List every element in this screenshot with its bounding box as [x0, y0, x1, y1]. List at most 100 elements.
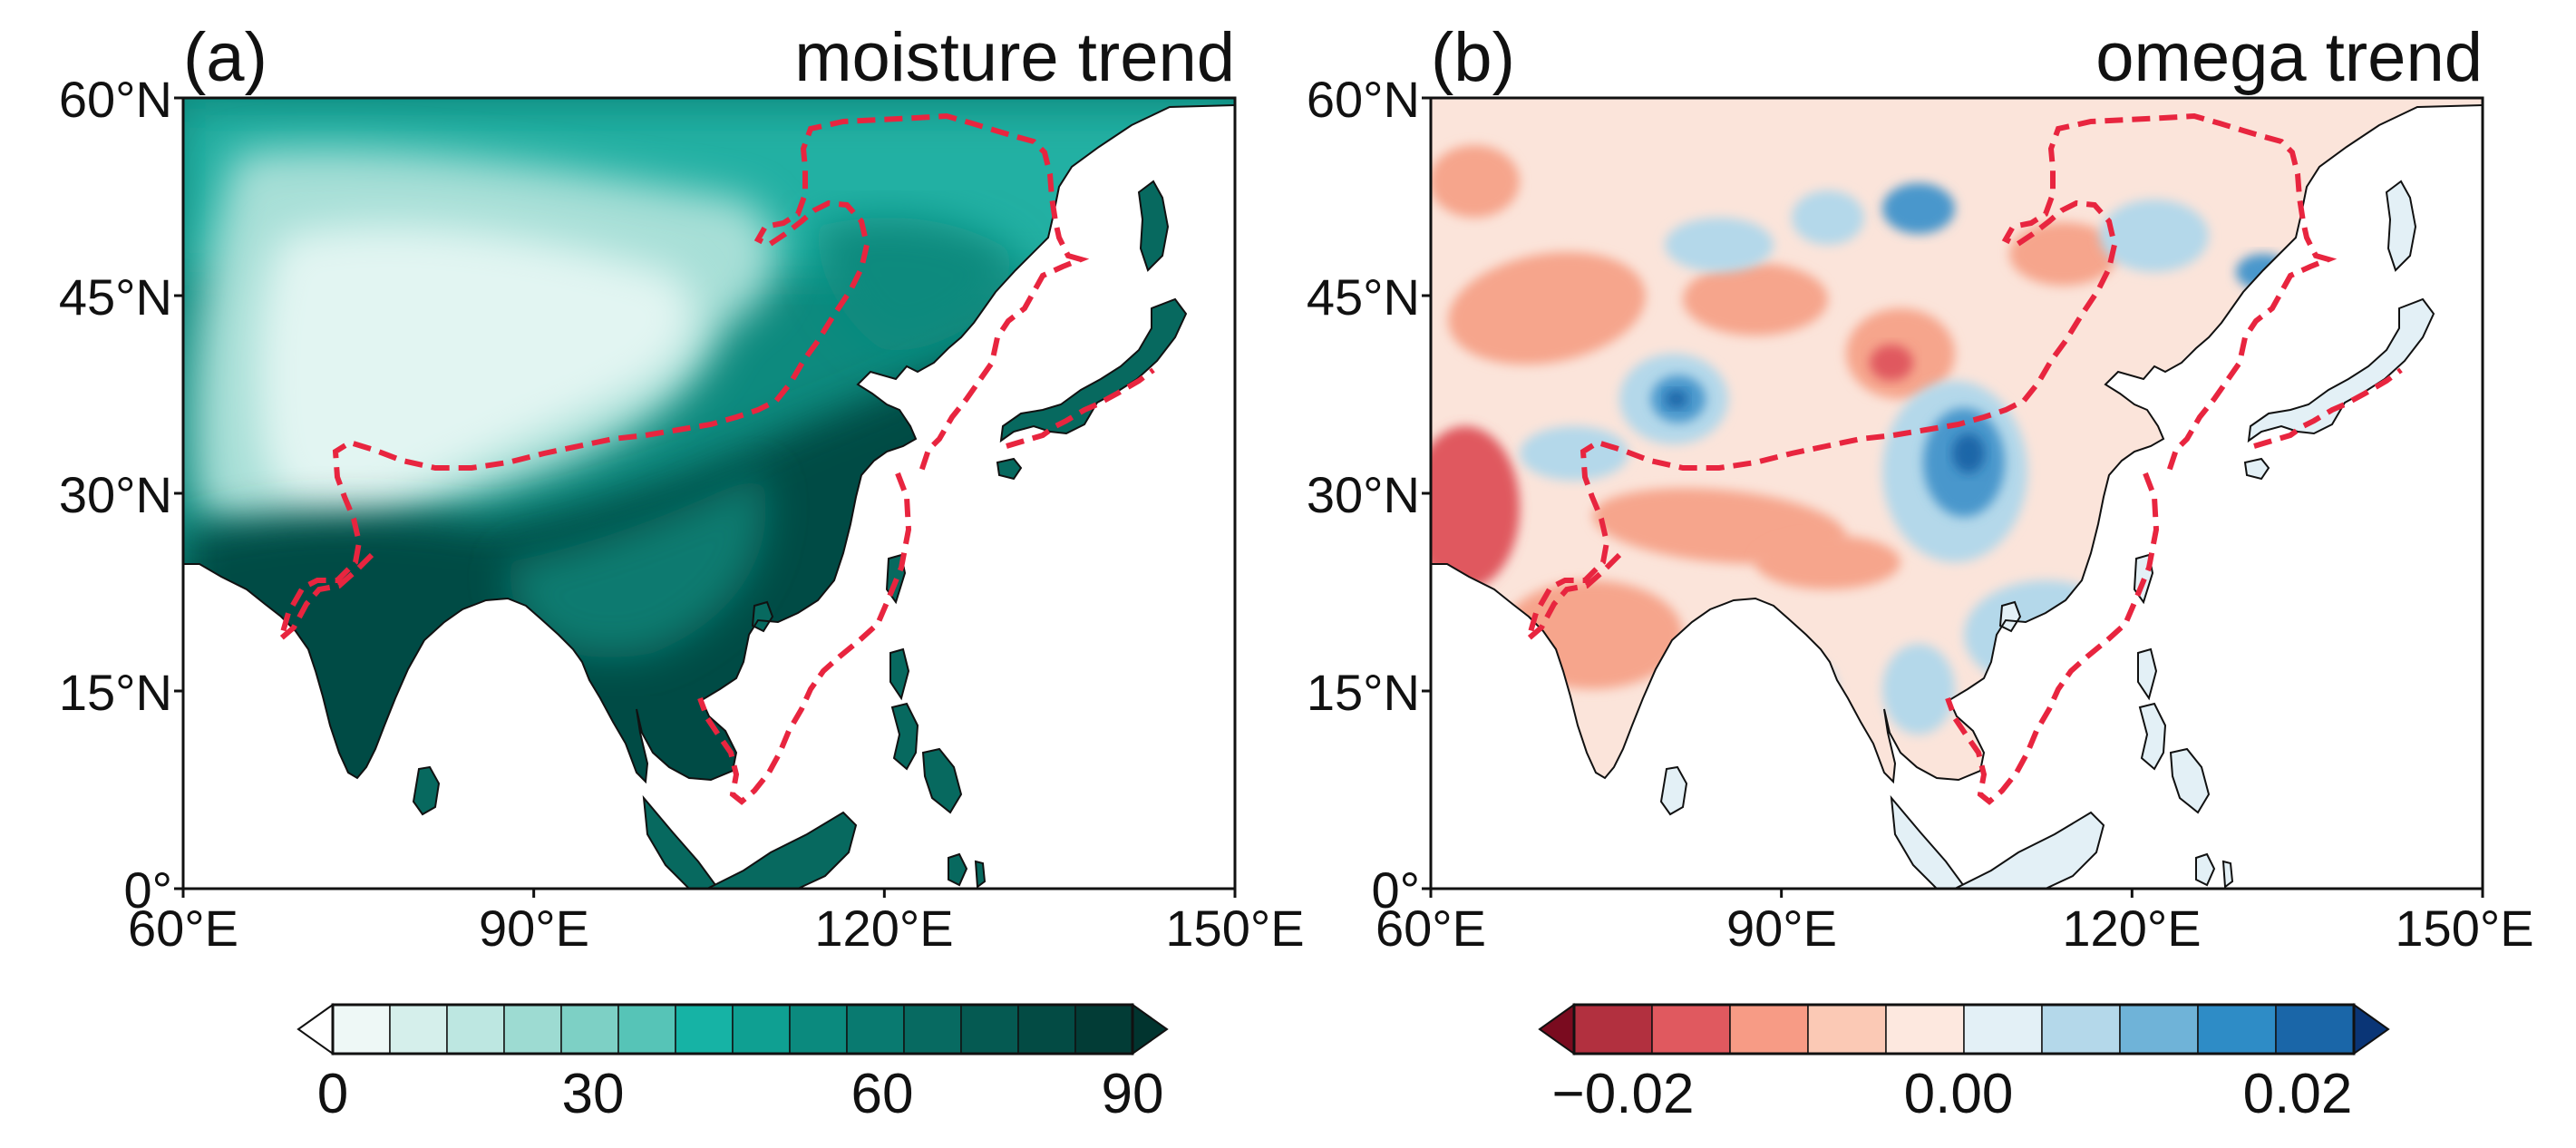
contour-region	[2236, 254, 2290, 290]
axis-ticks	[1422, 96, 2484, 898]
colorbar-level	[1074, 1004, 1133, 1055]
contour-region	[1431, 426, 1520, 589]
colorbar-level	[960, 1004, 1019, 1055]
colorbar-tick: 90	[1101, 1063, 1164, 1125]
contour-region	[1448, 251, 1646, 365]
colorbar-level	[2275, 1004, 2355, 1055]
contour-region	[1683, 263, 1828, 336]
x-tick: 150°E	[1165, 900, 1305, 957]
colorbar-level	[1963, 1004, 2043, 1055]
island	[751, 600, 774, 633]
colorbar-level	[2041, 1004, 2121, 1055]
tibetan-plateau-boundary	[1523, 112, 2403, 805]
colorbar-level	[903, 1004, 962, 1055]
contour-region	[1746, 653, 1837, 725]
island	[2385, 180, 2417, 272]
colorbar-tick: 0.02	[2242, 1063, 2353, 1125]
island	[974, 860, 987, 889]
y-tick: 45°N	[58, 268, 172, 326]
y-tick: 15°N	[1306, 664, 1420, 721]
contour-region	[1882, 644, 1955, 735]
island	[1659, 765, 1688, 816]
y-tick: 30°N	[1306, 466, 1420, 523]
island	[2247, 297, 2435, 443]
colorbar-tick: 30	[561, 1063, 625, 1125]
x-tick: 120°E	[2062, 900, 2202, 957]
colorbar-extend-max	[2353, 1003, 2390, 1056]
contour-region	[2100, 199, 2209, 272]
moisture-map	[174, 96, 1237, 898]
contour-region	[2009, 222, 2118, 286]
contour-region	[258, 224, 695, 515]
y-tick: 45°N	[1306, 268, 1420, 326]
colorbar-level	[789, 1004, 848, 1055]
colorbar-level	[1017, 1004, 1076, 1055]
island	[2195, 852, 2216, 887]
colorbar-tick: 0	[316, 1063, 349, 1125]
island	[2243, 457, 2270, 481]
island	[642, 794, 720, 889]
island	[1890, 794, 1968, 889]
y-tick: 30°N	[58, 466, 172, 523]
island	[996, 457, 1023, 481]
x-tick: 60°E	[127, 900, 239, 957]
colorbar-level	[675, 1004, 734, 1055]
colorbar-tick: 60	[851, 1063, 914, 1125]
colorbar-extend-max	[1132, 1003, 1169, 1056]
island	[1954, 811, 2105, 889]
y-tick: 60°N	[1306, 71, 1420, 128]
contour-region	[1755, 535, 1900, 589]
colorbar-level	[503, 1004, 562, 1055]
y-tick: 15°N	[58, 664, 172, 721]
panel-label-b: (b)	[1431, 19, 1515, 96]
island	[412, 765, 441, 816]
contour-region	[1665, 218, 1774, 272]
omega-colorbar	[1538, 1003, 2390, 1056]
colorbar-level	[1651, 1004, 1731, 1055]
tibetan-plateau-boundary	[276, 112, 1155, 805]
contour-region	[2182, 345, 2290, 417]
coastline	[183, 104, 1235, 784]
colorbar-level	[846, 1004, 905, 1055]
island	[999, 297, 1188, 443]
island	[890, 702, 919, 771]
colorbar-tick: −0.02	[1551, 1063, 1695, 1125]
coastline	[1431, 104, 2483, 784]
contour-region	[1431, 145, 1520, 218]
island	[2169, 747, 2211, 814]
colorbar-level	[732, 1004, 791, 1055]
y-tick: 0°	[1371, 861, 1420, 919]
moisture-colorbar	[296, 1003, 1169, 1056]
panel-label-a: (a)	[183, 19, 267, 96]
contour-region	[1952, 433, 1985, 473]
colorbar-level	[1885, 1004, 1965, 1055]
y-tick: 0°	[123, 861, 172, 919]
island	[2138, 702, 2167, 771]
x-tick: 150°E	[2395, 900, 2534, 957]
contour-region	[1502, 580, 1683, 689]
island	[1137, 180, 1170, 272]
colorbar-tick: 0.00	[1903, 1063, 2014, 1125]
colorbar-frame	[1572, 1003, 2356, 1056]
moisture-field	[183, 109, 1235, 782]
island	[706, 811, 858, 889]
colorbar-extend-min	[1538, 1003, 1575, 1056]
colorbar-level	[560, 1004, 619, 1055]
colorbar-level	[446, 1004, 505, 1055]
colorbar-extend-min	[296, 1003, 334, 1056]
colorbar-level	[2197, 1004, 2277, 1055]
x-tick: 90°E	[478, 900, 590, 957]
colorbar-frame	[331, 1003, 1134, 1056]
island	[2137, 647, 2158, 701]
islands	[1659, 180, 2435, 889]
panel-title-a: moisture trend	[794, 19, 1235, 96]
contour-region	[1520, 426, 1628, 481]
colorbar-level	[1807, 1004, 1887, 1055]
colorbar-level	[617, 1004, 676, 1055]
contour-region	[1870, 345, 1913, 381]
island	[1998, 600, 2022, 633]
islands	[412, 180, 1188, 889]
colorbar-level	[332, 1004, 391, 1055]
